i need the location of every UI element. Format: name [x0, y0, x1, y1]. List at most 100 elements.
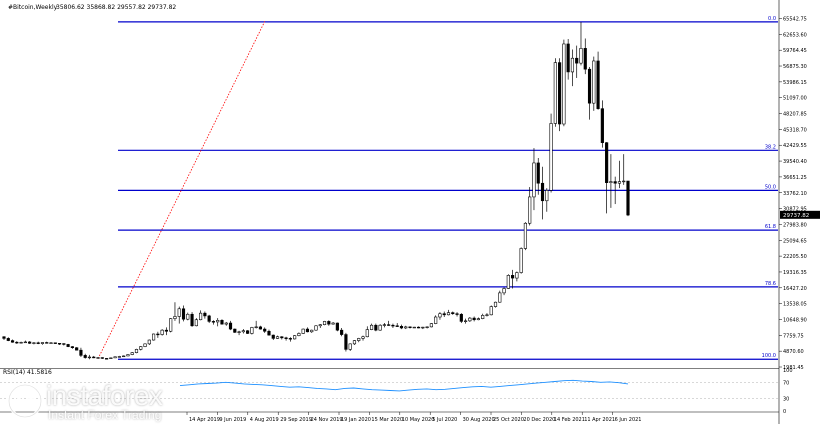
dotted-trend-line[interactable]: [97, 21, 266, 359]
candle-body: [126, 354, 130, 357]
candle-body: [566, 43, 570, 73]
candle-body: [357, 338, 361, 341]
candle-body: [23, 341, 27, 344]
candle-body: [254, 326, 258, 328]
time-tick-label: 14 Apr 2019: [189, 417, 220, 423]
price-axis[interactable]: 65542.75 62653.60 59764.45 56875.30 53986.15…: [778, 0, 820, 424]
candle-body: [143, 343, 147, 347]
time-tick-label: 9 Jun 2019: [219, 417, 246, 423]
candle-body: [536, 162, 540, 184]
trend-line-group[interactable]: [97, 21, 266, 359]
candle-body: [511, 275, 515, 279]
candle-body: [164, 329, 168, 332]
price-tick-label: 51097.00: [783, 96, 807, 102]
candle-body: [288, 338, 292, 340]
current-price-marker: [780, 210, 820, 219]
candle-body: [451, 312, 455, 315]
candle-body: [438, 313, 442, 318]
watermark-name: instaforex: [46, 380, 163, 411]
candle-body: [199, 312, 203, 321]
candle-body: [340, 329, 344, 335]
candle-body: [79, 349, 83, 356]
candle-body: [211, 321, 216, 323]
candle-body: [2, 336, 6, 339]
ohlc-values: 35806.62 35868.82 29557.82 29737.82: [56, 4, 176, 11]
candle-body: [579, 48, 583, 64]
time-axis[interactable]: 14 Apr 2019 9 Jun 2019 4 Aug 2019 29 Sep 20…: [0, 411, 779, 423]
candle-body: [49, 342, 53, 344]
candle-body: [545, 190, 549, 202]
candle-body: [583, 48, 587, 70]
rsi-scale-label: 70: [783, 380, 789, 386]
candle-body: [237, 331, 241, 333]
instaforex-logo-icon: [7, 383, 43, 419]
candle-body: [203, 312, 207, 317]
candle-body: [553, 62, 557, 124]
candle-body: [6, 338, 10, 341]
candle-body: [241, 330, 245, 333]
candle-body: [156, 333, 160, 336]
candle-body: [32, 342, 36, 344]
time-tick-label: 25 Oct 2020: [493, 417, 524, 423]
candle-body: [412, 326, 416, 329]
candle-body: [622, 180, 626, 183]
rsi-scale-label: 100: [783, 368, 793, 374]
candle-body: [322, 321, 327, 325]
price-tick-label: 36651.25: [783, 175, 807, 181]
fibonacci-retracement[interactable]: 0.0 38.2 50.0 61.8 78.6 100.0: [118, 16, 778, 360]
candle-body: [40, 342, 45, 344]
candle-body: [532, 162, 536, 198]
price-tick-label: 22205.50: [783, 254, 807, 260]
price-tick-label: 48207.85: [783, 112, 807, 118]
candle-body: [92, 356, 96, 359]
candle-body: [528, 196, 532, 224]
candle-body: [459, 313, 463, 322]
time-tick-label: 19 Jan 2020: [341, 417, 371, 423]
candle-body: [587, 68, 592, 104]
candle-body: [147, 339, 151, 345]
candle-body: [399, 326, 404, 329]
candle-body: [519, 248, 523, 273]
time-tick-label: 24 Nov 2019: [311, 417, 343, 423]
time-tick-label: 10 May 2020: [402, 417, 435, 423]
candle-body: [600, 108, 604, 143]
candle-body: [523, 222, 528, 249]
time-tick-label: 6 Jun 2021: [615, 417, 642, 423]
fib-level-label: 0.0: [768, 16, 776, 22]
candle-body: [434, 316, 438, 324]
price-tick-label: 7759.75: [783, 333, 804, 339]
candle-body: [549, 123, 553, 191]
candle-body: [87, 356, 92, 359]
candle-body: [190, 313, 194, 327]
price-tick-label: 56875.30: [783, 64, 807, 70]
candlestick-series: [2, 22, 630, 360]
time-tick-label: 11 Apr 2021: [584, 417, 615, 423]
candle-body: [515, 272, 519, 279]
candle-body: [429, 323, 433, 328]
candle-body: [10, 340, 15, 343]
candle-body: [476, 318, 480, 321]
time-tick-label: 15 Mar 2020: [371, 417, 403, 423]
candle-body: [83, 355, 87, 358]
candle-body: [62, 343, 66, 345]
candle-body: [558, 62, 562, 125]
fib-level-label: 38.2: [765, 144, 776, 150]
candle-body: [293, 335, 297, 340]
candle-body: [374, 324, 378, 331]
price-tick-label: 10648.90: [783, 317, 807, 323]
price-tick-label: 65542.75: [783, 17, 807, 23]
rsi-scale-label: 0: [783, 409, 786, 415]
time-tick-label: 14 Feb 2021: [554, 417, 585, 423]
candle-body: [169, 318, 173, 332]
candle-body: [263, 328, 267, 332]
candle-body: [575, 57, 579, 64]
rsi-panel[interactable]: 100 70 30 0: [0, 368, 793, 415]
candle-body: [617, 181, 622, 184]
candle-body: [233, 328, 237, 333]
candle-body: [297, 333, 301, 336]
candle-body: [562, 43, 566, 125]
candle-body: [348, 343, 352, 350]
